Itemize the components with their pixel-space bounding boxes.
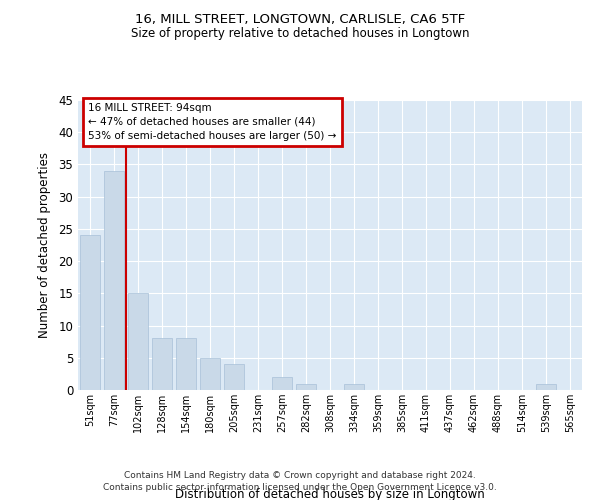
Bar xyxy=(200,358,220,390)
Bar xyxy=(80,236,100,390)
Bar xyxy=(128,294,148,390)
Text: Contains public sector information licensed under the Open Government Licence v3: Contains public sector information licen… xyxy=(103,484,497,492)
Bar xyxy=(296,384,316,390)
Bar xyxy=(104,171,124,390)
Bar xyxy=(272,377,292,390)
Text: 16, MILL STREET, LONGTOWN, CARLISLE, CA6 5TF: 16, MILL STREET, LONGTOWN, CARLISLE, CA6… xyxy=(135,12,465,26)
Text: Size of property relative to detached houses in Longtown: Size of property relative to detached ho… xyxy=(131,28,469,40)
Y-axis label: Number of detached properties: Number of detached properties xyxy=(38,152,52,338)
Text: Contains HM Land Registry data © Crown copyright and database right 2024.: Contains HM Land Registry data © Crown c… xyxy=(124,471,476,480)
Bar xyxy=(176,338,196,390)
Bar xyxy=(224,364,244,390)
Bar xyxy=(152,338,172,390)
Bar xyxy=(536,384,556,390)
Bar xyxy=(344,384,364,390)
X-axis label: Distribution of detached houses by size in Longtown: Distribution of detached houses by size … xyxy=(175,488,485,500)
Text: 16 MILL STREET: 94sqm
← 47% of detached houses are smaller (44)
53% of semi-deta: 16 MILL STREET: 94sqm ← 47% of detached … xyxy=(88,103,337,141)
